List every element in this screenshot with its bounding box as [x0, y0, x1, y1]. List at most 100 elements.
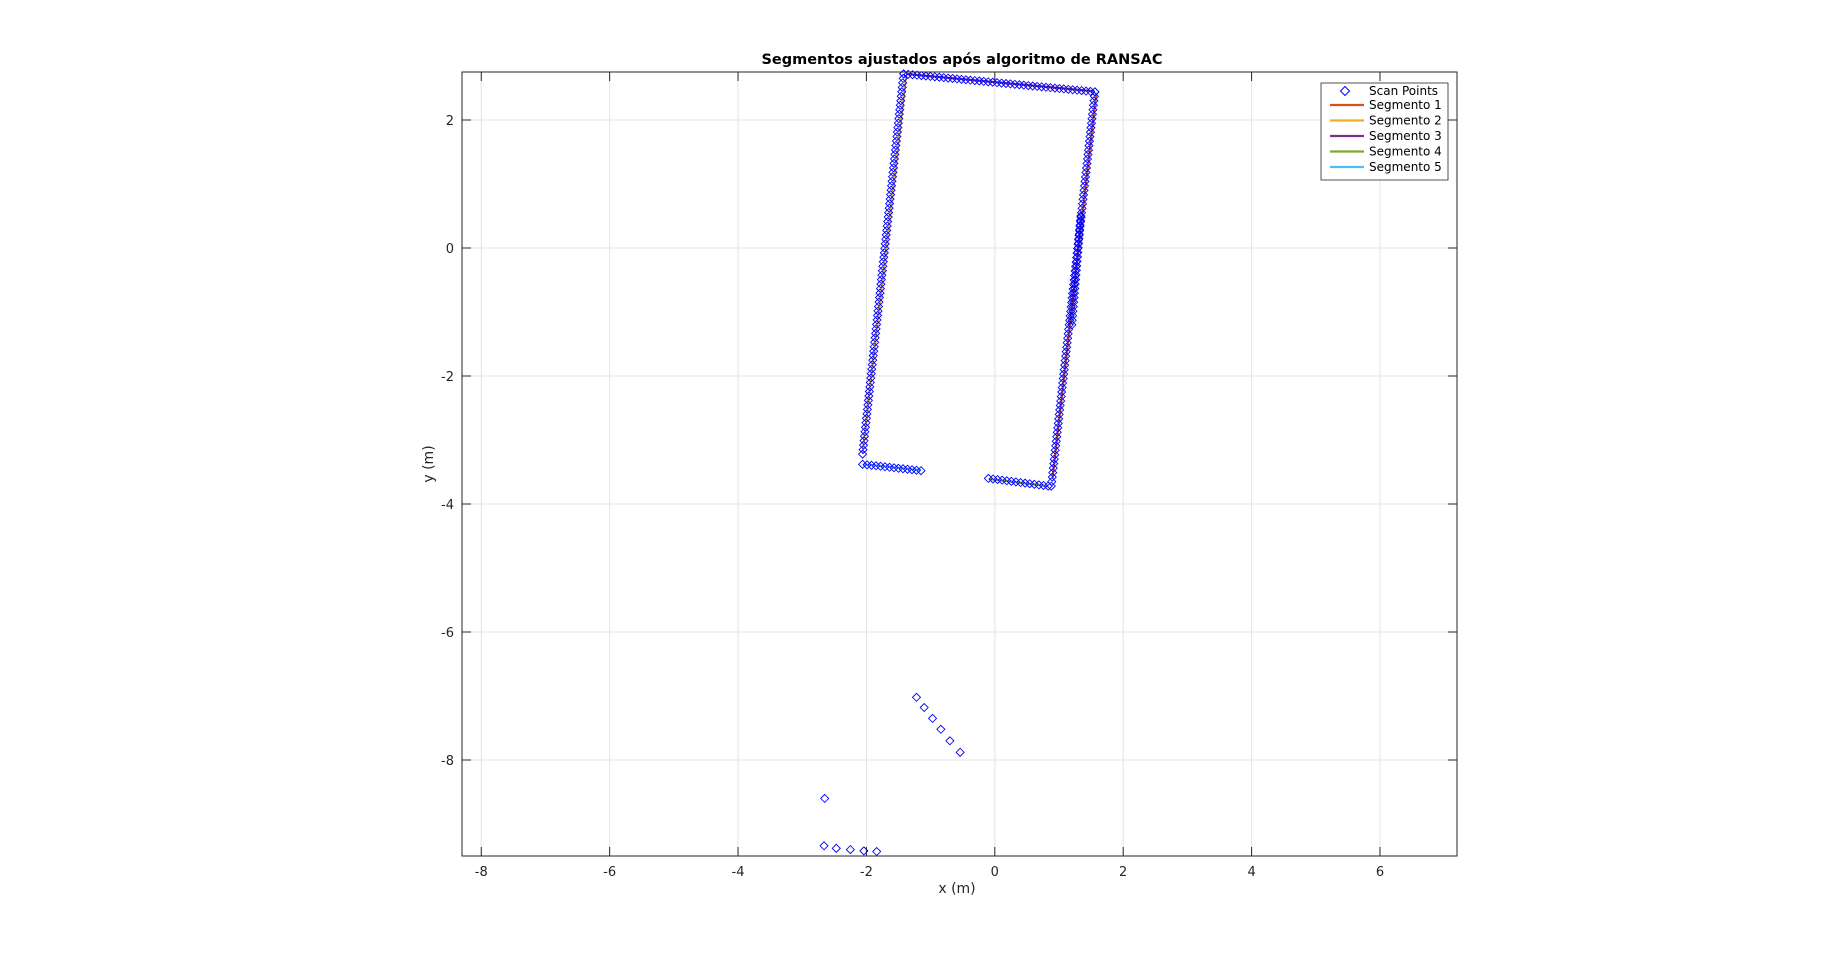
- scan-point: [1069, 292, 1079, 303]
- scan-point: [1050, 445, 1060, 455]
- scan-point: [863, 400, 873, 410]
- scan-point: [1075, 224, 1085, 235]
- segment-line-3: [906, 72, 1094, 93]
- scan-point: [1075, 220, 1085, 230]
- scan-point: [884, 198, 895, 209]
- scan-point: [886, 181, 897, 191]
- scan-point: [1078, 190, 1089, 200]
- scan-point: [892, 131, 902, 142]
- scan-point: [1081, 163, 1092, 173]
- scan-point: [877, 266, 888, 276]
- scan-point: [1076, 212, 1086, 222]
- scan-point: [1056, 396, 1066, 406]
- scan-point: [1083, 145, 1094, 155]
- scan-point: [1075, 215, 1086, 226]
- y-axis-label: y (m): [421, 445, 437, 482]
- scan-point: [878, 261, 888, 271]
- x-tick-label: -2: [860, 865, 873, 880]
- scan-point: [874, 292, 885, 303]
- scan-point: [1069, 270, 1080, 281]
- scan-point: [865, 377, 875, 388]
- scan-point: [1077, 199, 1088, 209]
- scan-point: [1069, 297, 1079, 307]
- scan-point: [869, 346, 879, 356]
- x-axis-label: x (m): [938, 881, 975, 897]
- scan-point: [1055, 405, 1065, 415]
- scan-point: [880, 243, 890, 253]
- scan-point: [897, 87, 907, 97]
- scan-point: [883, 216, 893, 227]
- scan-point: [1075, 217, 1086, 227]
- scan-point: [1047, 472, 1057, 482]
- scan-point: [1058, 378, 1068, 388]
- scan-point: [861, 413, 872, 423]
- x-tick-labels: -8 -6 -4 -2 0 2 4 6: [475, 865, 1384, 880]
- scan-point: [889, 154, 900, 164]
- scan-point: [1084, 140, 1094, 151]
- scan-point: [864, 386, 874, 397]
- scan-point: [1073, 238, 1084, 248]
- scan-point: [1059, 364, 1069, 375]
- scan-point: [861, 418, 871, 428]
- scan-point: [1074, 229, 1084, 239]
- scan-point: [1054, 414, 1064, 424]
- x-tick-label: -6: [603, 865, 616, 880]
- scan-point: [875, 283, 886, 294]
- scan-point: [1089, 91, 1100, 101]
- scan-point: [1070, 283, 1080, 294]
- scan-point: [882, 221, 892, 231]
- legend-label-segmento-2: Segmento 2: [1369, 114, 1442, 128]
- scan-point: [858, 440, 869, 450]
- scan-point: [1084, 136, 1095, 146]
- scan-point: [882, 225, 892, 236]
- scan-point: [1072, 256, 1082, 266]
- scan-point: [894, 109, 904, 119]
- scan-point: [1070, 274, 1081, 285]
- scan-point: [889, 158, 899, 169]
- scan-point: [887, 176, 897, 186]
- scan-point: [881, 234, 891, 245]
- scan-point: [1059, 369, 1069, 379]
- scan-point: [1068, 302, 1078, 312]
- scan-point: [1087, 114, 1097, 124]
- scan-point: [1057, 382, 1067, 393]
- scan-point: [1077, 203, 1087, 213]
- x-tick-label: -8: [475, 865, 488, 880]
- scan-point: [1088, 100, 1099, 110]
- scan-point: [1071, 270, 1081, 280]
- scan-point: [866, 373, 876, 383]
- scan-point: [845, 844, 856, 855]
- scan-point: [1043, 481, 1053, 491]
- scan-point: [1090, 87, 1100, 97]
- scan-point: [911, 692, 922, 702]
- scan-point: [897, 82, 907, 92]
- scan-point: [1051, 441, 1061, 451]
- scan-point: [858, 444, 868, 455]
- scan-point: [1055, 400, 1065, 411]
- scan-point: [1067, 315, 1077, 325]
- legend-box: [1320, 82, 1449, 181]
- scan-point: [876, 275, 887, 285]
- scan-point: [879, 252, 889, 262]
- scan-point: [1069, 288, 1080, 298]
- scan-point: [872, 315, 882, 325]
- scan-point: [1073, 243, 1083, 253]
- scan-point: [870, 333, 880, 343]
- scan-point: [874, 297, 884, 307]
- scan-point: [936, 724, 946, 734]
- scan-point: [1071, 265, 1081, 276]
- scan-point: [886, 185, 896, 195]
- scan-point: [873, 306, 883, 316]
- x-tick-label: 0: [991, 865, 999, 880]
- scan-point: [1076, 211, 1086, 221]
- scan-point: [862, 404, 873, 414]
- y-tick-label: -4: [441, 498, 454, 513]
- scan-point: [1080, 176, 1090, 187]
- scan-point: [898, 73, 908, 84]
- scan-point: [859, 846, 869, 856]
- scan-point: [893, 122, 903, 133]
- scan-point: [1080, 172, 1091, 182]
- scan-point: [1068, 306, 1078, 316]
